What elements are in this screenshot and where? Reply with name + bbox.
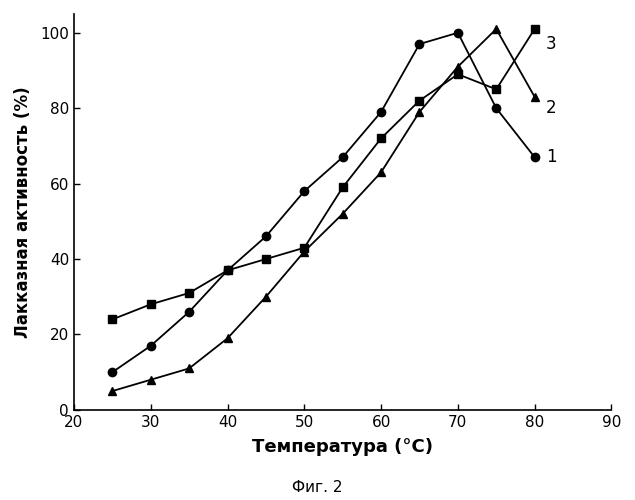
Text: 1: 1 — [546, 148, 557, 166]
Y-axis label: Лакказная активность (%): Лакказная активность (%) — [14, 86, 32, 338]
Text: 3: 3 — [546, 35, 557, 53]
Text: Фиг. 2: Фиг. 2 — [292, 480, 343, 495]
Text: 2: 2 — [546, 99, 557, 117]
X-axis label: Температура (°C): Температура (°C) — [252, 438, 433, 456]
